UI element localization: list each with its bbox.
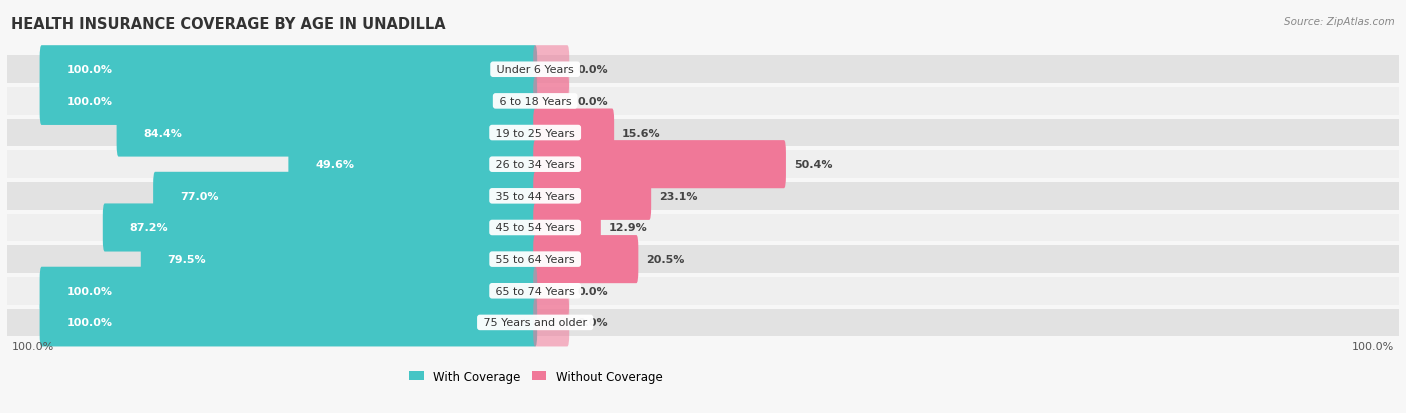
FancyBboxPatch shape — [533, 78, 569, 126]
Text: 12.9%: 12.9% — [609, 223, 648, 233]
Text: 65 to 74 Years: 65 to 74 Years — [492, 286, 578, 296]
Text: 0.0%: 0.0% — [576, 286, 607, 296]
FancyBboxPatch shape — [7, 56, 1399, 84]
Text: 6 to 18 Years: 6 to 18 Years — [495, 97, 575, 107]
FancyBboxPatch shape — [533, 204, 600, 252]
FancyBboxPatch shape — [533, 141, 786, 189]
Text: 77.0%: 77.0% — [180, 191, 218, 202]
Text: 0.0%: 0.0% — [576, 65, 607, 75]
FancyBboxPatch shape — [7, 246, 1399, 273]
FancyBboxPatch shape — [153, 172, 537, 221]
FancyBboxPatch shape — [39, 267, 537, 315]
FancyBboxPatch shape — [141, 235, 537, 283]
FancyBboxPatch shape — [39, 46, 537, 94]
Text: 0.0%: 0.0% — [576, 318, 607, 328]
Text: 87.2%: 87.2% — [129, 223, 169, 233]
FancyBboxPatch shape — [7, 278, 1399, 305]
Text: 100.0%: 100.0% — [1351, 341, 1393, 351]
FancyBboxPatch shape — [288, 141, 537, 189]
Text: 55 to 64 Years: 55 to 64 Years — [492, 254, 578, 264]
Text: 49.6%: 49.6% — [315, 160, 354, 170]
Text: HEALTH INSURANCE COVERAGE BY AGE IN UNADILLA: HEALTH INSURANCE COVERAGE BY AGE IN UNAD… — [11, 17, 446, 31]
Text: 75 Years and older: 75 Years and older — [479, 318, 591, 328]
Text: Under 6 Years: Under 6 Years — [494, 65, 578, 75]
FancyBboxPatch shape — [533, 235, 638, 283]
Text: 84.4%: 84.4% — [143, 128, 183, 138]
Text: 23.1%: 23.1% — [659, 191, 697, 202]
Text: 100.0%: 100.0% — [13, 341, 55, 351]
FancyBboxPatch shape — [533, 109, 614, 157]
Text: 15.6%: 15.6% — [621, 128, 661, 138]
FancyBboxPatch shape — [7, 183, 1399, 210]
FancyBboxPatch shape — [7, 309, 1399, 336]
Text: 50.4%: 50.4% — [794, 160, 832, 170]
FancyBboxPatch shape — [39, 299, 537, 347]
FancyBboxPatch shape — [7, 151, 1399, 178]
FancyBboxPatch shape — [533, 172, 651, 221]
Text: 100.0%: 100.0% — [66, 65, 112, 75]
Text: 26 to 34 Years: 26 to 34 Years — [492, 160, 578, 170]
Text: 79.5%: 79.5% — [167, 254, 207, 264]
FancyBboxPatch shape — [117, 109, 537, 157]
FancyBboxPatch shape — [7, 214, 1399, 242]
Text: 0.0%: 0.0% — [576, 97, 607, 107]
FancyBboxPatch shape — [7, 88, 1399, 115]
Text: 20.5%: 20.5% — [647, 254, 685, 264]
Text: 35 to 44 Years: 35 to 44 Years — [492, 191, 578, 202]
Text: 19 to 25 Years: 19 to 25 Years — [492, 128, 578, 138]
Legend: With Coverage, Without Coverage: With Coverage, Without Coverage — [405, 365, 668, 387]
FancyBboxPatch shape — [7, 119, 1399, 147]
Text: 100.0%: 100.0% — [66, 318, 112, 328]
Text: 45 to 54 Years: 45 to 54 Years — [492, 223, 578, 233]
FancyBboxPatch shape — [533, 267, 569, 315]
Text: Source: ZipAtlas.com: Source: ZipAtlas.com — [1284, 17, 1395, 26]
FancyBboxPatch shape — [533, 299, 569, 347]
FancyBboxPatch shape — [533, 46, 569, 94]
Text: 100.0%: 100.0% — [66, 97, 112, 107]
FancyBboxPatch shape — [103, 204, 537, 252]
FancyBboxPatch shape — [39, 78, 537, 126]
Text: 100.0%: 100.0% — [66, 286, 112, 296]
